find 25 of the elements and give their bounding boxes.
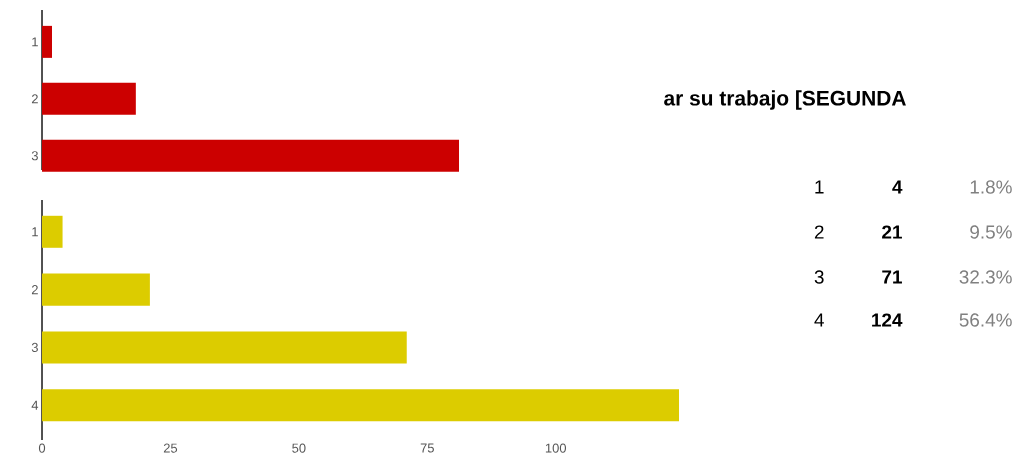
- category-label: 2: [814, 225, 824, 239]
- text: 9.5%: [970, 225, 1012, 239]
- x-tick-label: 25: [163, 443, 178, 453]
- text: 21: [882, 225, 902, 239]
- x-tick-label: 75: [420, 443, 434, 453]
- text: 4: [892, 180, 903, 194]
- x-tick-label: 100: [545, 443, 567, 453]
- text: 56.4%: [959, 313, 1012, 327]
- x-tick-label: 50: [292, 443, 306, 453]
- y-tick-label: 3: [31, 342, 38, 353]
- x-tick-label: 0: [38, 443, 46, 453]
- text: 32.3%: [959, 270, 1012, 284]
- category-label: 1: [815, 180, 824, 194]
- y-tick-label: 2: [31, 94, 38, 104]
- y-tick-label: 4: [31, 400, 39, 410]
- y-tick-label: 1: [32, 227, 38, 237]
- text: 124: [872, 313, 903, 327]
- category-label: 3: [814, 270, 824, 284]
- category-label: 4: [814, 313, 824, 327]
- text: 71: [882, 270, 902, 284]
- y-tick-label: 3: [31, 151, 38, 161]
- text: 1.8%: [970, 180, 1012, 194]
- y-tick-label: 1: [32, 37, 38, 47]
- y-tick-label: 2: [31, 285, 38, 295]
- text: ar su trabajo [SEGUNDA: [664, 90, 906, 110]
